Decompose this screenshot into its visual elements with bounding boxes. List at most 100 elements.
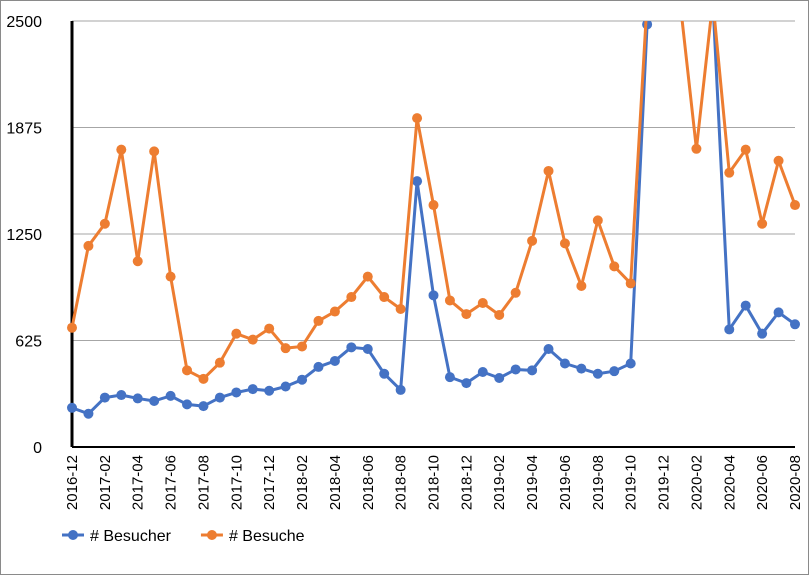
series-segment <box>399 116 419 311</box>
data-point <box>132 256 143 267</box>
data-point <box>132 393 143 404</box>
data-point <box>346 292 357 303</box>
data-point <box>757 218 768 229</box>
x-tick-label: 2018-04 <box>327 455 344 510</box>
data-point <box>428 290 439 301</box>
data-point <box>99 218 110 229</box>
data-point <box>527 235 538 246</box>
data-point <box>149 395 160 406</box>
y-axis: 0 625 1250 1875 2500 <box>6 14 74 457</box>
data-point <box>494 309 505 320</box>
data-point <box>329 306 340 317</box>
data-point <box>182 365 193 376</box>
data-point <box>790 200 800 211</box>
data-point <box>214 357 225 368</box>
data-point <box>444 372 455 383</box>
y-tick-label: 0 <box>33 440 42 457</box>
data-point <box>165 271 176 282</box>
y-tick-label: 2500 <box>6 14 42 31</box>
series-segment <box>760 159 781 226</box>
data-point <box>67 402 77 413</box>
data-point <box>477 367 488 378</box>
data-point <box>247 334 258 345</box>
data-point <box>559 358 570 369</box>
data-point <box>280 381 291 392</box>
data-point <box>182 399 193 410</box>
data-point <box>362 344 373 355</box>
data-point <box>510 364 521 375</box>
data-point <box>609 261 620 272</box>
data-point <box>99 392 110 403</box>
data-point <box>346 342 357 353</box>
x-tick-label: 2017-08 <box>195 455 212 510</box>
series-segment <box>596 218 616 268</box>
y-tick-label: 625 <box>15 334 42 351</box>
series-segment <box>629 21 648 285</box>
series-2 <box>67 21 800 384</box>
data-point <box>527 365 538 376</box>
data-point <box>543 165 554 176</box>
data-point <box>790 319 800 330</box>
x-tick-label: 2020-06 <box>754 455 771 510</box>
x-tick-label: 2019-12 <box>656 455 673 510</box>
data-point <box>461 309 472 320</box>
data-point <box>83 408 94 419</box>
legend-swatch-marker <box>206 530 217 540</box>
data-point <box>773 155 784 166</box>
series-segment <box>712 21 731 331</box>
data-point <box>297 374 308 385</box>
x-tick-label: 2017-12 <box>261 455 278 510</box>
data-point <box>264 385 275 396</box>
data-point <box>494 372 505 383</box>
x-tick-label: 2018-02 <box>294 455 311 510</box>
data-point <box>297 341 308 352</box>
y-tick-label: 1250 <box>6 227 42 244</box>
series-segment <box>415 179 435 297</box>
data-point <box>313 361 324 372</box>
data-point <box>395 384 406 395</box>
data-point <box>724 167 735 178</box>
data-point <box>231 328 242 339</box>
data-point <box>395 303 406 314</box>
data-point <box>412 113 423 124</box>
data-point <box>83 240 94 251</box>
series-segment <box>563 241 583 288</box>
series-segment <box>103 148 123 226</box>
x-tick-label: 2017-06 <box>163 455 180 510</box>
x-tick-label: 2020-04 <box>721 455 738 510</box>
data-point <box>740 300 751 311</box>
series-segment <box>300 319 320 348</box>
series-segment <box>530 169 551 243</box>
series-segment <box>777 159 797 207</box>
x-tick-label: 2017-02 <box>97 455 114 510</box>
x-tick-label: 2020-02 <box>688 455 705 510</box>
x-tick-label: 2018-10 <box>426 455 443 510</box>
data-point <box>329 355 340 366</box>
data-point <box>461 378 472 389</box>
data-point <box>444 295 455 306</box>
data-point <box>757 328 768 339</box>
x-tick-label: 2019-10 <box>623 455 640 510</box>
x-tick-label: 2018-06 <box>360 455 377 510</box>
data-point <box>724 324 735 335</box>
legend-label: # Besuche <box>229 528 305 545</box>
data-point <box>116 144 127 155</box>
series-segment <box>136 149 156 263</box>
series-segment <box>680 21 698 151</box>
series-segment <box>415 116 435 207</box>
series-segment <box>432 203 452 302</box>
data-point <box>280 343 291 354</box>
legend-label: # Besucher <box>90 528 172 545</box>
data-point <box>625 278 636 289</box>
series-1 <box>67 21 800 419</box>
x-tick-label: 2016-12 <box>64 455 81 510</box>
data-point <box>214 392 225 403</box>
data-point <box>592 215 603 226</box>
series-layer <box>67 21 800 419</box>
x-tick-label: 2018-12 <box>458 455 475 510</box>
series-segment <box>432 293 452 379</box>
data-point <box>412 176 423 187</box>
data-point <box>149 146 160 157</box>
y-tick-label: 1875 <box>6 121 42 138</box>
